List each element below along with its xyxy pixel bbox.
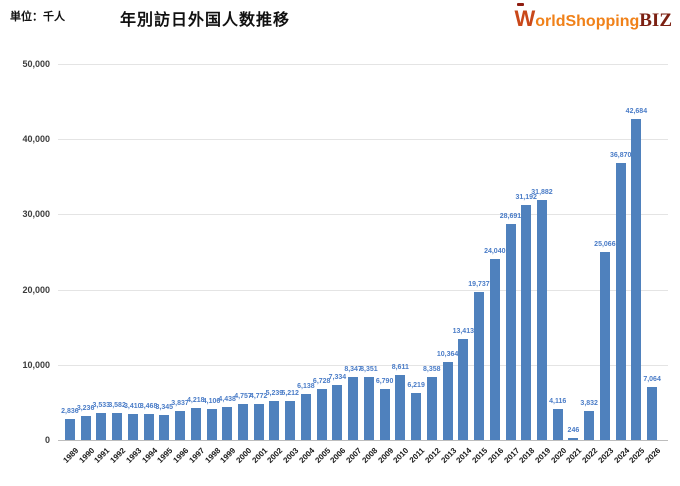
y-axis-tick-label: 10,000 bbox=[22, 359, 50, 370]
bar bbox=[442, 362, 453, 440]
bar bbox=[96, 413, 107, 440]
bar-value-label: 6,790 bbox=[375, 378, 394, 385]
bar bbox=[300, 394, 311, 440]
bar-value-label: 3,533 bbox=[92, 402, 111, 409]
bar-value-label: 31,882 bbox=[531, 189, 553, 196]
bar bbox=[190, 408, 201, 440]
bar-value-label: 13,413 bbox=[452, 328, 474, 335]
bar-value-label: 4,106 bbox=[202, 398, 221, 405]
bar-value-label: 10,364 bbox=[436, 351, 459, 358]
bar bbox=[175, 411, 185, 440]
bar-value-label: 4,438 bbox=[218, 396, 236, 403]
bar bbox=[363, 377, 374, 440]
bar-value-label: 42,684 bbox=[625, 108, 648, 115]
bar-value-label: 7,334 bbox=[328, 374, 347, 381]
bar-value-label: 5,239 bbox=[265, 390, 284, 397]
bar-value-label: 4,218 bbox=[187, 397, 205, 404]
bar bbox=[458, 339, 469, 440]
worldshopping-biz-logo: WorldShoppingBIZ bbox=[515, 6, 673, 32]
bar bbox=[112, 413, 123, 440]
gridline bbox=[58, 64, 668, 65]
bar bbox=[64, 419, 75, 440]
chart-title: 年別訪日外国人数推移 bbox=[120, 12, 291, 29]
bar-value-label: 3,832 bbox=[580, 400, 598, 407]
logo-w: W bbox=[514, 6, 536, 31]
bar-value-label: 24,040 bbox=[484, 248, 506, 255]
gridline bbox=[58, 214, 668, 216]
bar bbox=[238, 404, 248, 440]
bar-value-label: 6,219 bbox=[407, 382, 425, 389]
bar bbox=[206, 409, 217, 440]
bar-value-label: 19,737 bbox=[468, 281, 490, 288]
bar bbox=[474, 292, 484, 440]
bar bbox=[521, 205, 532, 440]
gridline bbox=[58, 139, 668, 141]
y-axis-tick-label: 0 bbox=[44, 435, 50, 445]
bar bbox=[269, 401, 280, 440]
bar bbox=[631, 119, 642, 440]
bar bbox=[253, 404, 264, 440]
logo-wordmark: orldShopping bbox=[535, 13, 640, 30]
unit-label: 単位：千人 bbox=[10, 11, 65, 23]
bar-value-label: 4,757 bbox=[234, 393, 252, 400]
bar-value-label: 8,347 bbox=[344, 366, 362, 373]
bar-value-label: 4,116 bbox=[549, 398, 567, 405]
bar bbox=[127, 414, 138, 440]
bar-value-label: 5,212 bbox=[281, 390, 299, 397]
bar bbox=[537, 200, 547, 440]
bar bbox=[568, 438, 579, 440]
gridline bbox=[58, 364, 668, 366]
logo-biz: BIZ bbox=[639, 10, 672, 31]
bar bbox=[411, 393, 422, 440]
bar bbox=[615, 163, 626, 440]
bar-value-label: 8,358 bbox=[423, 366, 441, 373]
bar-value-label: 246 bbox=[567, 427, 580, 434]
bar-value-label: 2,836 bbox=[61, 408, 79, 415]
bar bbox=[426, 377, 437, 440]
bar-value-label: 6,138 bbox=[297, 383, 315, 390]
bar bbox=[348, 377, 359, 440]
bar bbox=[584, 411, 595, 440]
bar-value-label: 3,837 bbox=[171, 400, 189, 407]
gridline bbox=[58, 440, 668, 441]
bar-value-label: 31,192 bbox=[515, 194, 537, 201]
bar-value-label: 6,728 bbox=[312, 378, 331, 385]
bar-value-label: 3,345 bbox=[155, 404, 174, 411]
bar-value-label: 3,468 bbox=[139, 403, 158, 410]
bar bbox=[552, 409, 563, 440]
bar-value-label: 3,236 bbox=[76, 405, 95, 412]
bar bbox=[159, 415, 170, 440]
bar-value-label: 4,772 bbox=[249, 393, 268, 400]
y-axis-tick-label: 30,000 bbox=[22, 209, 50, 220]
bar-value-label: 8,351 bbox=[360, 366, 378, 373]
bar-value-label: 36,870 bbox=[609, 152, 632, 159]
bar bbox=[379, 389, 390, 440]
bar bbox=[143, 414, 154, 440]
bar bbox=[332, 385, 343, 440]
y-axis-tick-label: 20,000 bbox=[22, 284, 50, 295]
bar-value-label: 25,066 bbox=[594, 241, 616, 248]
y-axis-tick-label: 50,000 bbox=[22, 59, 50, 69]
bar-value-label: 3,410 bbox=[124, 403, 142, 410]
gridline bbox=[58, 289, 668, 291]
bar bbox=[599, 252, 610, 440]
bar bbox=[80, 416, 91, 440]
bar-value-label: 7,064 bbox=[643, 376, 661, 383]
bar bbox=[647, 387, 658, 440]
bar bbox=[395, 375, 406, 440]
bar bbox=[489, 259, 500, 440]
bar-value-label: 28,691 bbox=[499, 213, 522, 220]
bar bbox=[222, 407, 233, 440]
bar bbox=[285, 401, 296, 440]
y-axis-tick-label: 40,000 bbox=[22, 134, 50, 145]
bar bbox=[316, 389, 327, 440]
bar-value-label: 8,611 bbox=[391, 364, 409, 371]
bar bbox=[505, 224, 516, 440]
bar-value-label: 3,582 bbox=[108, 402, 126, 409]
